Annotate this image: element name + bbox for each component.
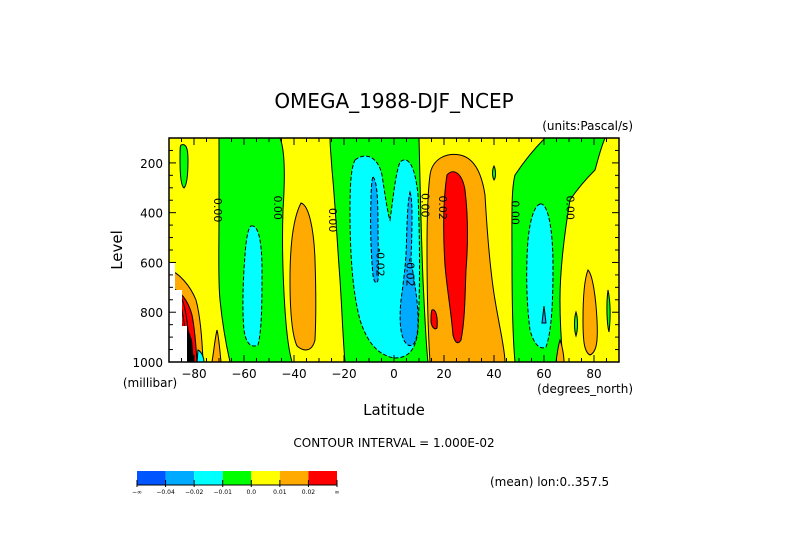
x-tick-label: −20	[331, 367, 356, 381]
colorbar-label: ∞	[335, 489, 340, 496]
y-tick-label: 600	[140, 256, 163, 270]
y-tick-label: 200	[140, 157, 163, 171]
region-green-sliver-nh-a	[606, 289, 611, 333]
region-cyan-nh	[526, 203, 554, 349]
contour-label: 0.00	[419, 193, 432, 218]
contour-label: 0.00	[326, 208, 339, 233]
x-axis-label: Latitude	[363, 401, 425, 419]
plot-area: 0.00 0.00 0.00 -0.02 -0.02 0.00 0.02 0.00 0.00	[169, 138, 619, 362]
y-tick-label: 400	[140, 207, 163, 221]
x-tick-label: −80	[181, 367, 206, 381]
region-green-small-nh	[492, 164, 496, 181]
colorbar-label: −0.01	[214, 489, 233, 496]
contour-label: 0.00	[211, 198, 224, 223]
colorbar-label: 0.02	[302, 489, 316, 496]
x-tick-label: 60	[536, 367, 551, 381]
axis-ticks	[168, 137, 620, 363]
region-cyan-small-antarctic	[196, 349, 205, 362]
contour-label: -0.02	[374, 248, 387, 276]
region-red-nh	[443, 171, 468, 344]
colorbar-swatch	[194, 471, 223, 485]
colorbar-swatch	[137, 471, 166, 485]
region-orange-nh-70	[582, 269, 598, 356]
contour-label: 0.00	[509, 200, 522, 225]
contour-interval-text: CONTOUR INTERVAL = 1.000E-02	[293, 436, 494, 450]
colorbar-label: 0.0	[247, 489, 257, 496]
colorbar-label: −0.02	[185, 489, 204, 496]
colorbar-label: −∞	[132, 489, 142, 496]
x-tick-label: 20	[436, 367, 451, 381]
units-label: (units:Pascal/s)	[542, 119, 633, 133]
colorbar-swatch	[222, 471, 252, 485]
x-tick-label: 0	[390, 367, 398, 381]
chart-title: OMEGA_1988-DJF_NCEP	[274, 89, 513, 113]
contour-label: 0.00	[564, 195, 577, 220]
mean-text: (mean) lon:0..357.5	[490, 475, 609, 489]
region-blue-north-eq	[399, 190, 419, 347]
colorbar-label: 0.01	[273, 489, 287, 496]
y-axis-label: Level	[108, 230, 126, 270]
contour-label: -0.02	[404, 258, 417, 286]
x-tick-label: −40	[281, 367, 306, 381]
region-green-sliver-nh-b	[574, 310, 578, 338]
y-tick-label: 800	[140, 306, 163, 320]
colorbar-swatch	[279, 471, 309, 485]
colorbar-swatch	[308, 471, 337, 485]
region-green-small-sh	[179, 144, 189, 189]
x-tick-label: 40	[486, 367, 501, 381]
missing-data-region-c	[169, 326, 187, 362]
x-tick-label: −60	[231, 367, 256, 381]
region-orange-spike-a	[211, 329, 222, 362]
x-tick-label: 80	[586, 367, 601, 381]
region-cyan-sh	[242, 225, 263, 347]
colorbar-swatch	[251, 471, 280, 485]
region-red-small-nh	[430, 309, 438, 330]
region-blue-small-nh	[541, 305, 547, 324]
colorbar-label: −0.04	[156, 489, 175, 496]
region-black-antarctic	[187, 326, 194, 362]
colorbar: −∞ −0.04 −0.02 −0.01 0.0 0.01 0.02 ∞	[132, 471, 340, 496]
y-tick-label: 1000	[132, 356, 163, 370]
region-blue-south-eq	[370, 176, 379, 284]
contour-label: 0.02	[436, 195, 449, 220]
colorbar-swatch	[165, 471, 195, 485]
y-units-label: (millibar)	[123, 376, 177, 390]
region-orange-sliver-nh	[555, 338, 565, 362]
x-units-label: (degrees_north)	[537, 382, 633, 396]
contour-label: 0.00	[271, 195, 284, 220]
region-orange-sh	[289, 202, 317, 351]
